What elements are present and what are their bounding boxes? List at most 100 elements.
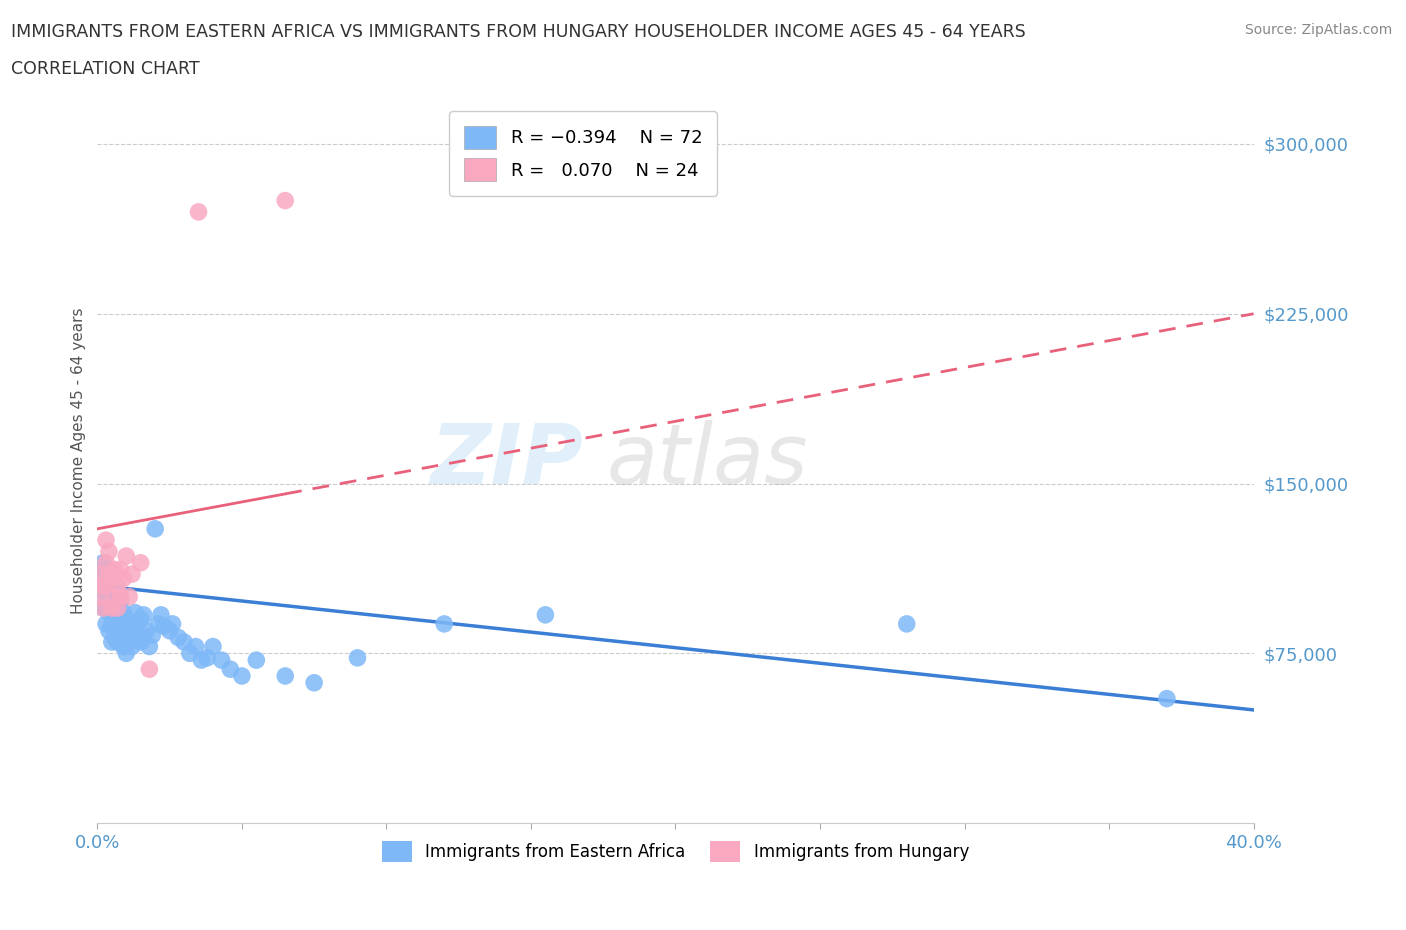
Point [110,612,132,627]
Point [112,571,135,586]
Point [107,601,129,616]
Point [89,566,111,581]
Point [97,571,120,586]
Point [101,617,124,631]
Point [97,605,120,620]
Point [146,617,169,631]
Text: CORRELATION CHART: CORRELATION CHART [11,60,200,78]
Point [115,646,138,661]
Point [231,669,253,684]
Point [135,623,157,638]
Point [94,601,117,616]
Point [274,669,297,684]
Point [115,630,138,644]
Point [94,578,117,592]
Point [101,634,124,649]
Point [94,555,117,570]
Point [187,205,209,219]
Point [91,601,114,616]
Point [124,605,146,620]
Point [1156,691,1178,706]
Point [110,630,132,644]
Point [94,533,117,548]
Point [110,590,132,604]
Point [104,612,127,627]
Point [127,617,149,631]
Point [302,675,325,690]
Point [97,566,120,581]
Point [101,585,124,600]
Point [167,630,190,644]
Point [149,607,172,622]
Point [112,639,135,654]
Point [534,607,557,622]
Point [219,662,242,677]
Point [162,617,184,631]
Point [110,594,132,609]
Point [104,562,127,577]
Point [245,653,267,668]
Point [94,617,117,631]
Point [129,634,152,649]
Text: atlas: atlas [606,420,807,501]
Point [129,555,152,570]
Point [101,601,124,616]
Point [104,590,127,604]
Point [115,549,138,564]
Y-axis label: Householder Income Ages 45 - 64 years: Householder Income Ages 45 - 64 years [72,308,86,614]
Point [433,617,456,631]
Point [118,617,141,631]
Point [184,639,207,654]
Text: Source: ZipAtlas.com: Source: ZipAtlas.com [1244,23,1392,37]
Text: ZIP: ZIP [430,420,583,501]
Point [138,662,160,677]
Point [107,578,129,592]
Point [89,590,111,604]
Point [107,601,129,616]
Point [112,623,135,638]
Point [173,634,195,649]
Point [89,566,111,581]
Point [97,590,120,604]
Point [124,623,146,638]
Point [132,630,155,644]
Point [132,607,155,622]
Point [104,630,127,644]
Point [97,623,120,638]
Point [143,522,166,537]
Legend: Immigrants from Eastern Africa, Immigrants from Hungary: Immigrants from Eastern Africa, Immigran… [375,834,976,870]
Point [94,562,117,577]
Point [101,566,124,581]
Point [179,646,201,661]
Point [115,612,138,627]
Point [112,605,135,620]
Point [201,639,224,654]
Point [274,193,297,208]
Point [101,601,124,616]
Point [346,650,368,665]
Point [101,571,124,586]
Point [110,562,132,577]
Point [141,628,163,643]
Point [91,578,114,592]
Point [121,639,143,654]
Point [159,623,181,638]
Point [91,578,114,592]
Point [153,618,176,633]
Point [94,585,117,600]
Point [896,617,918,631]
Point [107,618,129,633]
Point [97,544,120,559]
Point [107,582,129,597]
Point [91,555,114,570]
Point [118,634,141,649]
Text: IMMIGRANTS FROM EASTERN AFRICA VS IMMIGRANTS FROM HUNGARY HOUSEHOLDER INCOME AGE: IMMIGRANTS FROM EASTERN AFRICA VS IMMIGR… [11,23,1026,41]
Point [89,590,111,604]
Point [91,601,114,616]
Point [121,566,143,581]
Point [138,639,160,654]
Point [104,594,127,609]
Point [121,621,143,636]
Point [190,653,212,668]
Point [195,650,218,665]
